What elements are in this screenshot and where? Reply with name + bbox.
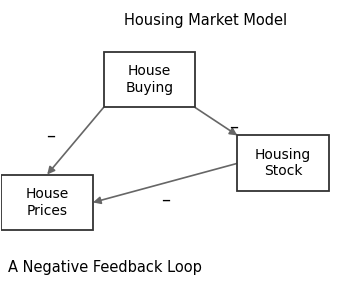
Text: A Negative Feedback Loop: A Negative Feedback Loop <box>9 260 202 275</box>
Text: House
Buying: House Buying <box>125 65 173 95</box>
FancyBboxPatch shape <box>104 52 195 107</box>
FancyBboxPatch shape <box>237 135 329 191</box>
Text: –: – <box>46 126 55 144</box>
Text: House
Prices: House Prices <box>26 187 69 217</box>
FancyBboxPatch shape <box>1 175 93 230</box>
Text: –: – <box>229 118 238 136</box>
Text: –: – <box>161 191 170 209</box>
Text: Housing Market Model: Housing Market Model <box>124 13 287 28</box>
Text: Housing
Stock: Housing Stock <box>255 148 311 179</box>
